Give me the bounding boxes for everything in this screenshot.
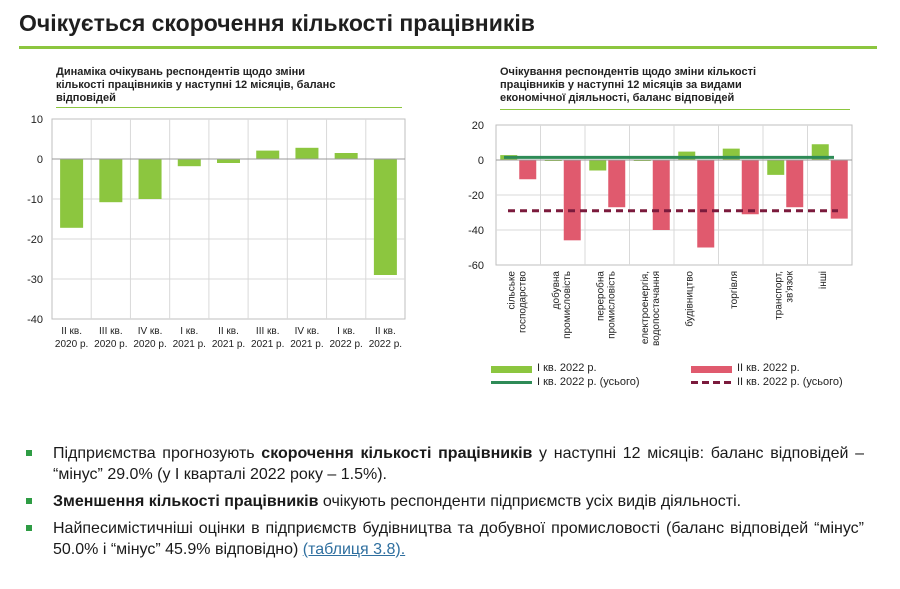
left-x-tick-label: 2021 р. — [290, 339, 323, 350]
left-y-tick-label: -30 — [27, 274, 43, 286]
left-x-tick-label: 2022 р. — [369, 339, 402, 350]
right-bar-series2 — [563, 160, 581, 241]
bullet-marker-icon — [26, 450, 32, 456]
left-x-tick-label: 2022 р. — [329, 339, 362, 350]
right-bar-series1 — [678, 151, 696, 160]
left-y-tick-label: 10 — [31, 114, 43, 126]
bullet-list: Підприємства прогнозують скорочення кіль… — [24, 443, 864, 566]
right-y-tick-label: 20 — [472, 120, 484, 132]
left-y-tick-label: -10 — [27, 194, 43, 206]
bullet-3-text-pre: Найпесимістичніші оцінки в підприємств б… — [53, 520, 864, 558]
left-bar — [99, 159, 123, 203]
left-plot-frame — [51, 118, 406, 320]
right-x-tick-label-line: господарство — [517, 271, 528, 333]
left-chart-title: Динаміка очікувань респондентів щодо змі… — [56, 66, 335, 105]
right-x-tick-label-line: торгівля — [729, 271, 740, 309]
right-x-tick-label: інші — [818, 271, 829, 289]
right-x-tick-label-line: інші — [818, 271, 829, 289]
right-x-tick-label: електроенергія,водопостачання — [640, 271, 662, 346]
left-y-tick-label: 0 — [37, 154, 43, 166]
left-x-tick-label: IV кв. — [138, 326, 163, 337]
right-x-tick-label: будівництво — [683, 271, 695, 327]
left-bar — [177, 159, 201, 167]
bullet-marker-icon — [26, 525, 32, 531]
bullet-2-text-post: очікують респонденти підприємств усіх ви… — [318, 493, 742, 510]
right-x-tick-label: транспорт,зв'язок — [773, 270, 795, 319]
right-bar-series2 — [652, 160, 670, 230]
left-x-tick-label: 2020 р. — [94, 339, 127, 350]
right-bar-series1 — [722, 148, 740, 160]
right-y-tick-label: -20 — [468, 190, 484, 202]
left-x-tick-label: II кв. — [375, 326, 396, 337]
bullet-item-3: Найпесимістичніші оцінки в підприємств б… — [24, 518, 864, 560]
right-bar-series2 — [519, 160, 537, 180]
right-x-tick-label-line: водопостачання — [651, 271, 662, 346]
left-bar — [373, 159, 397, 275]
right-x-tick-label-line: добувна — [550, 271, 562, 310]
left-chart-title-line3: відповідей — [56, 92, 116, 104]
left-x-tick-label: III кв. — [256, 326, 280, 337]
right-chart-title-line1: Очікування респондентів щодо зміни кільк… — [500, 66, 757, 78]
right-y-tick-label: 0 — [478, 155, 484, 167]
left-y-tick-label: -40 — [27, 314, 43, 326]
left-bar — [217, 159, 240, 163]
page-title: Очікується скорочення кількості працівни… — [19, 10, 535, 36]
table-3-8-link[interactable]: (таблиця 3.8). — [302, 541, 406, 558]
title-underline — [19, 46, 877, 49]
right-x-tick-label: добувнапромисловість — [550, 271, 573, 339]
right-x-tick-label: переробнапромисловість — [594, 271, 617, 339]
left-x-tick-label: 2021 р. — [212, 339, 245, 350]
bullet-1-text-post: у наступні 12 місяців: баланс відповідей… — [53, 445, 865, 483]
left-x-tick-label: I кв. — [180, 326, 198, 337]
right-x-tick-label-line: зв'язок — [784, 270, 795, 302]
left-y-tick-label: -20 — [27, 234, 43, 246]
bullet-1-text-bold: скорочення кількості працівників — [261, 445, 533, 462]
right-x-tick-label: сільськегосподарство — [506, 271, 528, 333]
right-x-tick-label-line: промисловість — [562, 271, 573, 339]
bullet-item-2: Зменшення кількості працівників очікують… — [24, 491, 864, 512]
right-x-tick-label-line: транспорт, — [773, 271, 784, 320]
left-x-tick-label: III кв. — [99, 326, 123, 337]
right-chart-title: Очікування респондентів щодо зміни кільк… — [500, 66, 756, 105]
left-x-tick-label: 2020 р. — [55, 339, 88, 350]
right-x-tick-label-line: переробна — [594, 271, 606, 321]
left-x-tick-label: 2021 р. — [251, 339, 284, 350]
right-chart-title-line2: працівників у наступні 12 місяців за вид… — [500, 79, 742, 91]
right-bar-series2 — [608, 160, 626, 208]
left-chart-title-line2: кількості працівників у наступні 12 міся… — [56, 79, 336, 91]
left-x-tick-label: 2021 р. — [173, 339, 206, 350]
left-x-tick-label: 2020 р. — [133, 339, 166, 350]
right-chart-title-rule — [500, 109, 850, 110]
right-y-tick-label: -40 — [468, 225, 484, 237]
bullet-item-1: Підприємства прогнозують скорочення кіль… — [24, 443, 864, 485]
right-bar-series2 — [741, 160, 759, 215]
right-bar-series1 — [767, 160, 785, 175]
left-x-tick-label: IV кв. — [295, 326, 320, 337]
left-x-tick-label: II кв. — [61, 326, 82, 337]
left-bar — [295, 147, 319, 159]
right-chart-title-line3: економічної діяльності, баланс відповіде… — [500, 92, 735, 104]
left-chart-title-rule — [56, 107, 402, 108]
right-x-tick-label-line: промисловість — [606, 271, 617, 339]
bullet-1-text-pre: Підприємства прогнозують — [53, 445, 262, 462]
right-bar-series2 — [786, 160, 804, 208]
right-bar-series2 — [697, 160, 715, 248]
left-x-tick-label: II кв. — [218, 326, 239, 337]
left-chart-title-line1: Динаміка очікувань респондентів щодо змі… — [56, 66, 306, 78]
right-y-tick-label: -60 — [468, 260, 484, 272]
left-bar — [138, 159, 162, 199]
bullet-2-text-bold: Зменшення кількості працівників — [53, 493, 319, 510]
left-bar — [60, 159, 84, 228]
left-bar — [256, 150, 280, 159]
bullet-marker-icon — [26, 498, 32, 504]
right-x-tick-label-line: будівництво — [683, 271, 695, 327]
left-bar — [334, 153, 358, 159]
right-x-tick-label-line: сільське — [506, 271, 517, 310]
left-x-tick-label: I кв. — [337, 326, 355, 337]
right-bar-series1 — [589, 160, 607, 171]
right-bar-series2 — [830, 160, 848, 219]
right-x-tick-label-line: електроенергія, — [640, 271, 651, 344]
right-x-tick-label: торгівля — [729, 271, 740, 309]
